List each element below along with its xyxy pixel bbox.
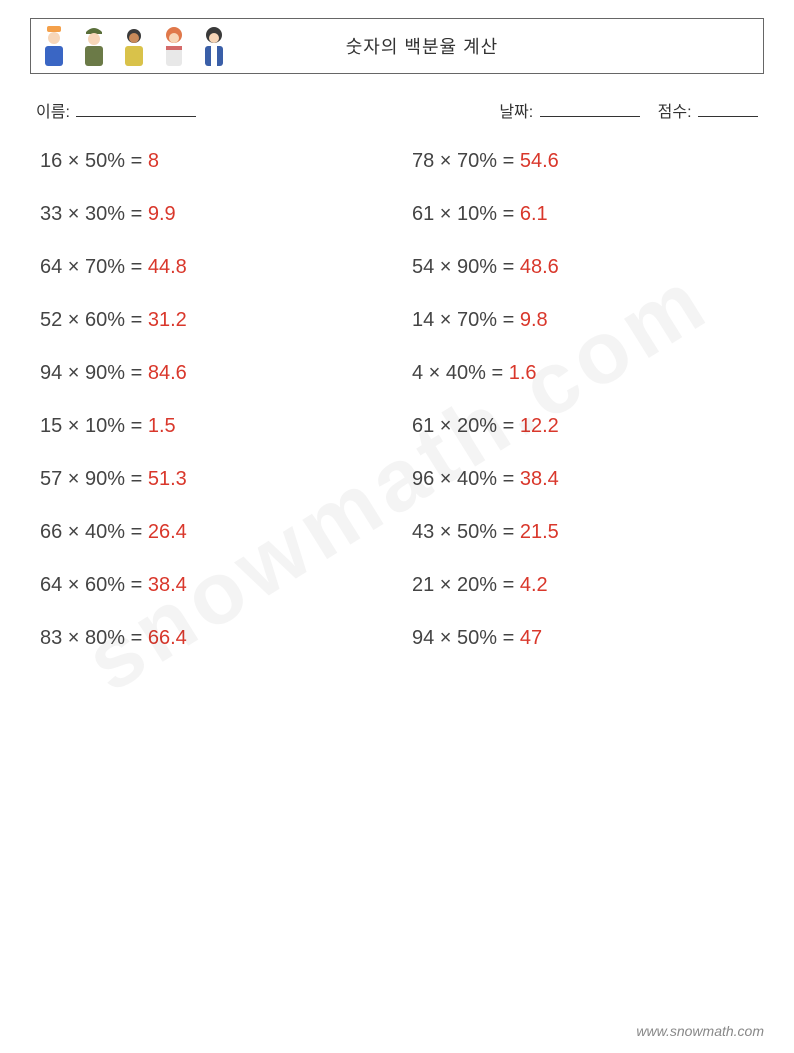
problem-row: 14 × 70% = 9.8 bbox=[412, 309, 754, 332]
footer-url: www.snowmath.com bbox=[636, 1023, 764, 1039]
problem-row: 83 × 80% = 66.4 bbox=[40, 627, 382, 650]
problem-expression: 94 × 50% = bbox=[412, 627, 520, 649]
problem-expression: 16 × 50% = bbox=[40, 150, 148, 172]
score-label: 점수: bbox=[658, 104, 692, 121]
problem-answer: 38.4 bbox=[148, 574, 187, 596]
problem-answer: 51.3 bbox=[148, 468, 187, 490]
problem-expression: 64 × 70% = bbox=[40, 256, 148, 278]
problem-answer: 48.6 bbox=[520, 256, 559, 278]
problem-row: 21 × 20% = 4.2 bbox=[412, 574, 754, 597]
meta-row: 이름: 날짜: 점수: bbox=[30, 98, 764, 122]
problems-column-right: 78 × 70% = 54.6 61 × 10% = 6.1 54 × 90% = … bbox=[402, 150, 754, 680]
problem-answer: 31.2 bbox=[148, 309, 187, 331]
problem-answer: 12.2 bbox=[520, 415, 559, 437]
problem-row: 61 × 10% = 6.1 bbox=[412, 203, 754, 226]
score-blank bbox=[698, 103, 758, 117]
worksheet-title: 숫자의 백분율 계산 bbox=[346, 37, 498, 57]
avatar-icon bbox=[199, 24, 229, 68]
problem-answer: 1.5 bbox=[148, 415, 176, 437]
problem-row: 78 × 70% = 54.6 bbox=[412, 150, 754, 173]
problem-expression: 4 × 40% = bbox=[412, 362, 509, 384]
problem-answer: 26.4 bbox=[148, 521, 187, 543]
problem-answer: 1.6 bbox=[509, 362, 537, 384]
problem-expression: 61 × 20% = bbox=[412, 415, 520, 437]
problem-row: 94 × 50% = 47 bbox=[412, 627, 754, 650]
problem-row: 96 × 40% = 38.4 bbox=[412, 468, 754, 491]
problem-row: 43 × 50% = 21.5 bbox=[412, 521, 754, 544]
problem-row: 54 × 90% = 48.6 bbox=[412, 256, 754, 279]
problem-answer: 4.2 bbox=[520, 574, 548, 596]
problem-answer: 6.1 bbox=[520, 203, 548, 225]
problem-row: 52 × 60% = 31.2 bbox=[40, 309, 382, 332]
problem-row: 57 × 90% = 51.3 bbox=[40, 468, 382, 491]
problem-answer: 66.4 bbox=[148, 627, 187, 649]
problem-expression: 54 × 90% = bbox=[412, 256, 520, 278]
problem-expression: 78 × 70% = bbox=[412, 150, 520, 172]
problem-answer: 21.5 bbox=[520, 521, 559, 543]
problem-expression: 94 × 90% = bbox=[40, 362, 148, 384]
problem-expression: 66 × 40% = bbox=[40, 521, 148, 543]
problem-expression: 57 × 90% = bbox=[40, 468, 148, 490]
problem-answer: 8 bbox=[148, 150, 159, 172]
problem-row: 61 × 20% = 12.2 bbox=[412, 415, 754, 438]
problems-grid: 16 × 50% = 8 33 × 30% = 9.9 64 × 70% = 44.… bbox=[30, 150, 764, 680]
problem-row: 94 × 90% = 84.6 bbox=[40, 362, 382, 385]
problem-row: 33 × 30% = 9.9 bbox=[40, 203, 382, 226]
problem-expression: 52 × 60% = bbox=[40, 309, 148, 331]
problem-row: 16 × 50% = 8 bbox=[40, 150, 382, 173]
date-blank bbox=[540, 103, 640, 117]
problem-answer: 84.6 bbox=[148, 362, 187, 384]
name-label: 이름: bbox=[36, 104, 70, 121]
problem-answer: 9.9 bbox=[148, 203, 176, 225]
problem-row: 66 × 40% = 26.4 bbox=[40, 521, 382, 544]
problem-row: 64 × 70% = 44.8 bbox=[40, 256, 382, 279]
header-box: 숫자의 백분율 계산 bbox=[30, 18, 764, 74]
problem-answer: 54.6 bbox=[520, 150, 559, 172]
problem-answer: 44.8 bbox=[148, 256, 187, 278]
problem-expression: 15 × 10% = bbox=[40, 415, 148, 437]
problem-expression: 61 × 10% = bbox=[412, 203, 520, 225]
problem-row: 4 × 40% = 1.6 bbox=[412, 362, 754, 385]
avatar-icons bbox=[39, 24, 229, 68]
problem-expression: 96 × 40% = bbox=[412, 468, 520, 490]
problem-answer: 47 bbox=[520, 627, 542, 649]
name-blank bbox=[76, 103, 196, 117]
problem-expression: 43 × 50% = bbox=[412, 521, 520, 543]
problems-column-left: 16 × 50% = 8 33 × 30% = 9.9 64 × 70% = 44.… bbox=[40, 150, 402, 680]
problem-expression: 14 × 70% = bbox=[412, 309, 520, 331]
avatar-icon bbox=[79, 24, 109, 68]
problem-answer: 9.8 bbox=[520, 309, 548, 331]
problem-expression: 21 × 20% = bbox=[412, 574, 520, 596]
problem-row: 64 × 60% = 38.4 bbox=[40, 574, 382, 597]
problem-answer: 38.4 bbox=[520, 468, 559, 490]
date-label: 날짜: bbox=[499, 104, 533, 121]
problem-expression: 64 × 60% = bbox=[40, 574, 148, 596]
avatar-icon bbox=[159, 24, 189, 68]
problem-row: 15 × 10% = 1.5 bbox=[40, 415, 382, 438]
avatar-icon bbox=[119, 24, 149, 68]
avatar-icon bbox=[39, 24, 69, 68]
problem-expression: 83 × 80% = bbox=[40, 627, 148, 649]
problem-expression: 33 × 30% = bbox=[40, 203, 148, 225]
